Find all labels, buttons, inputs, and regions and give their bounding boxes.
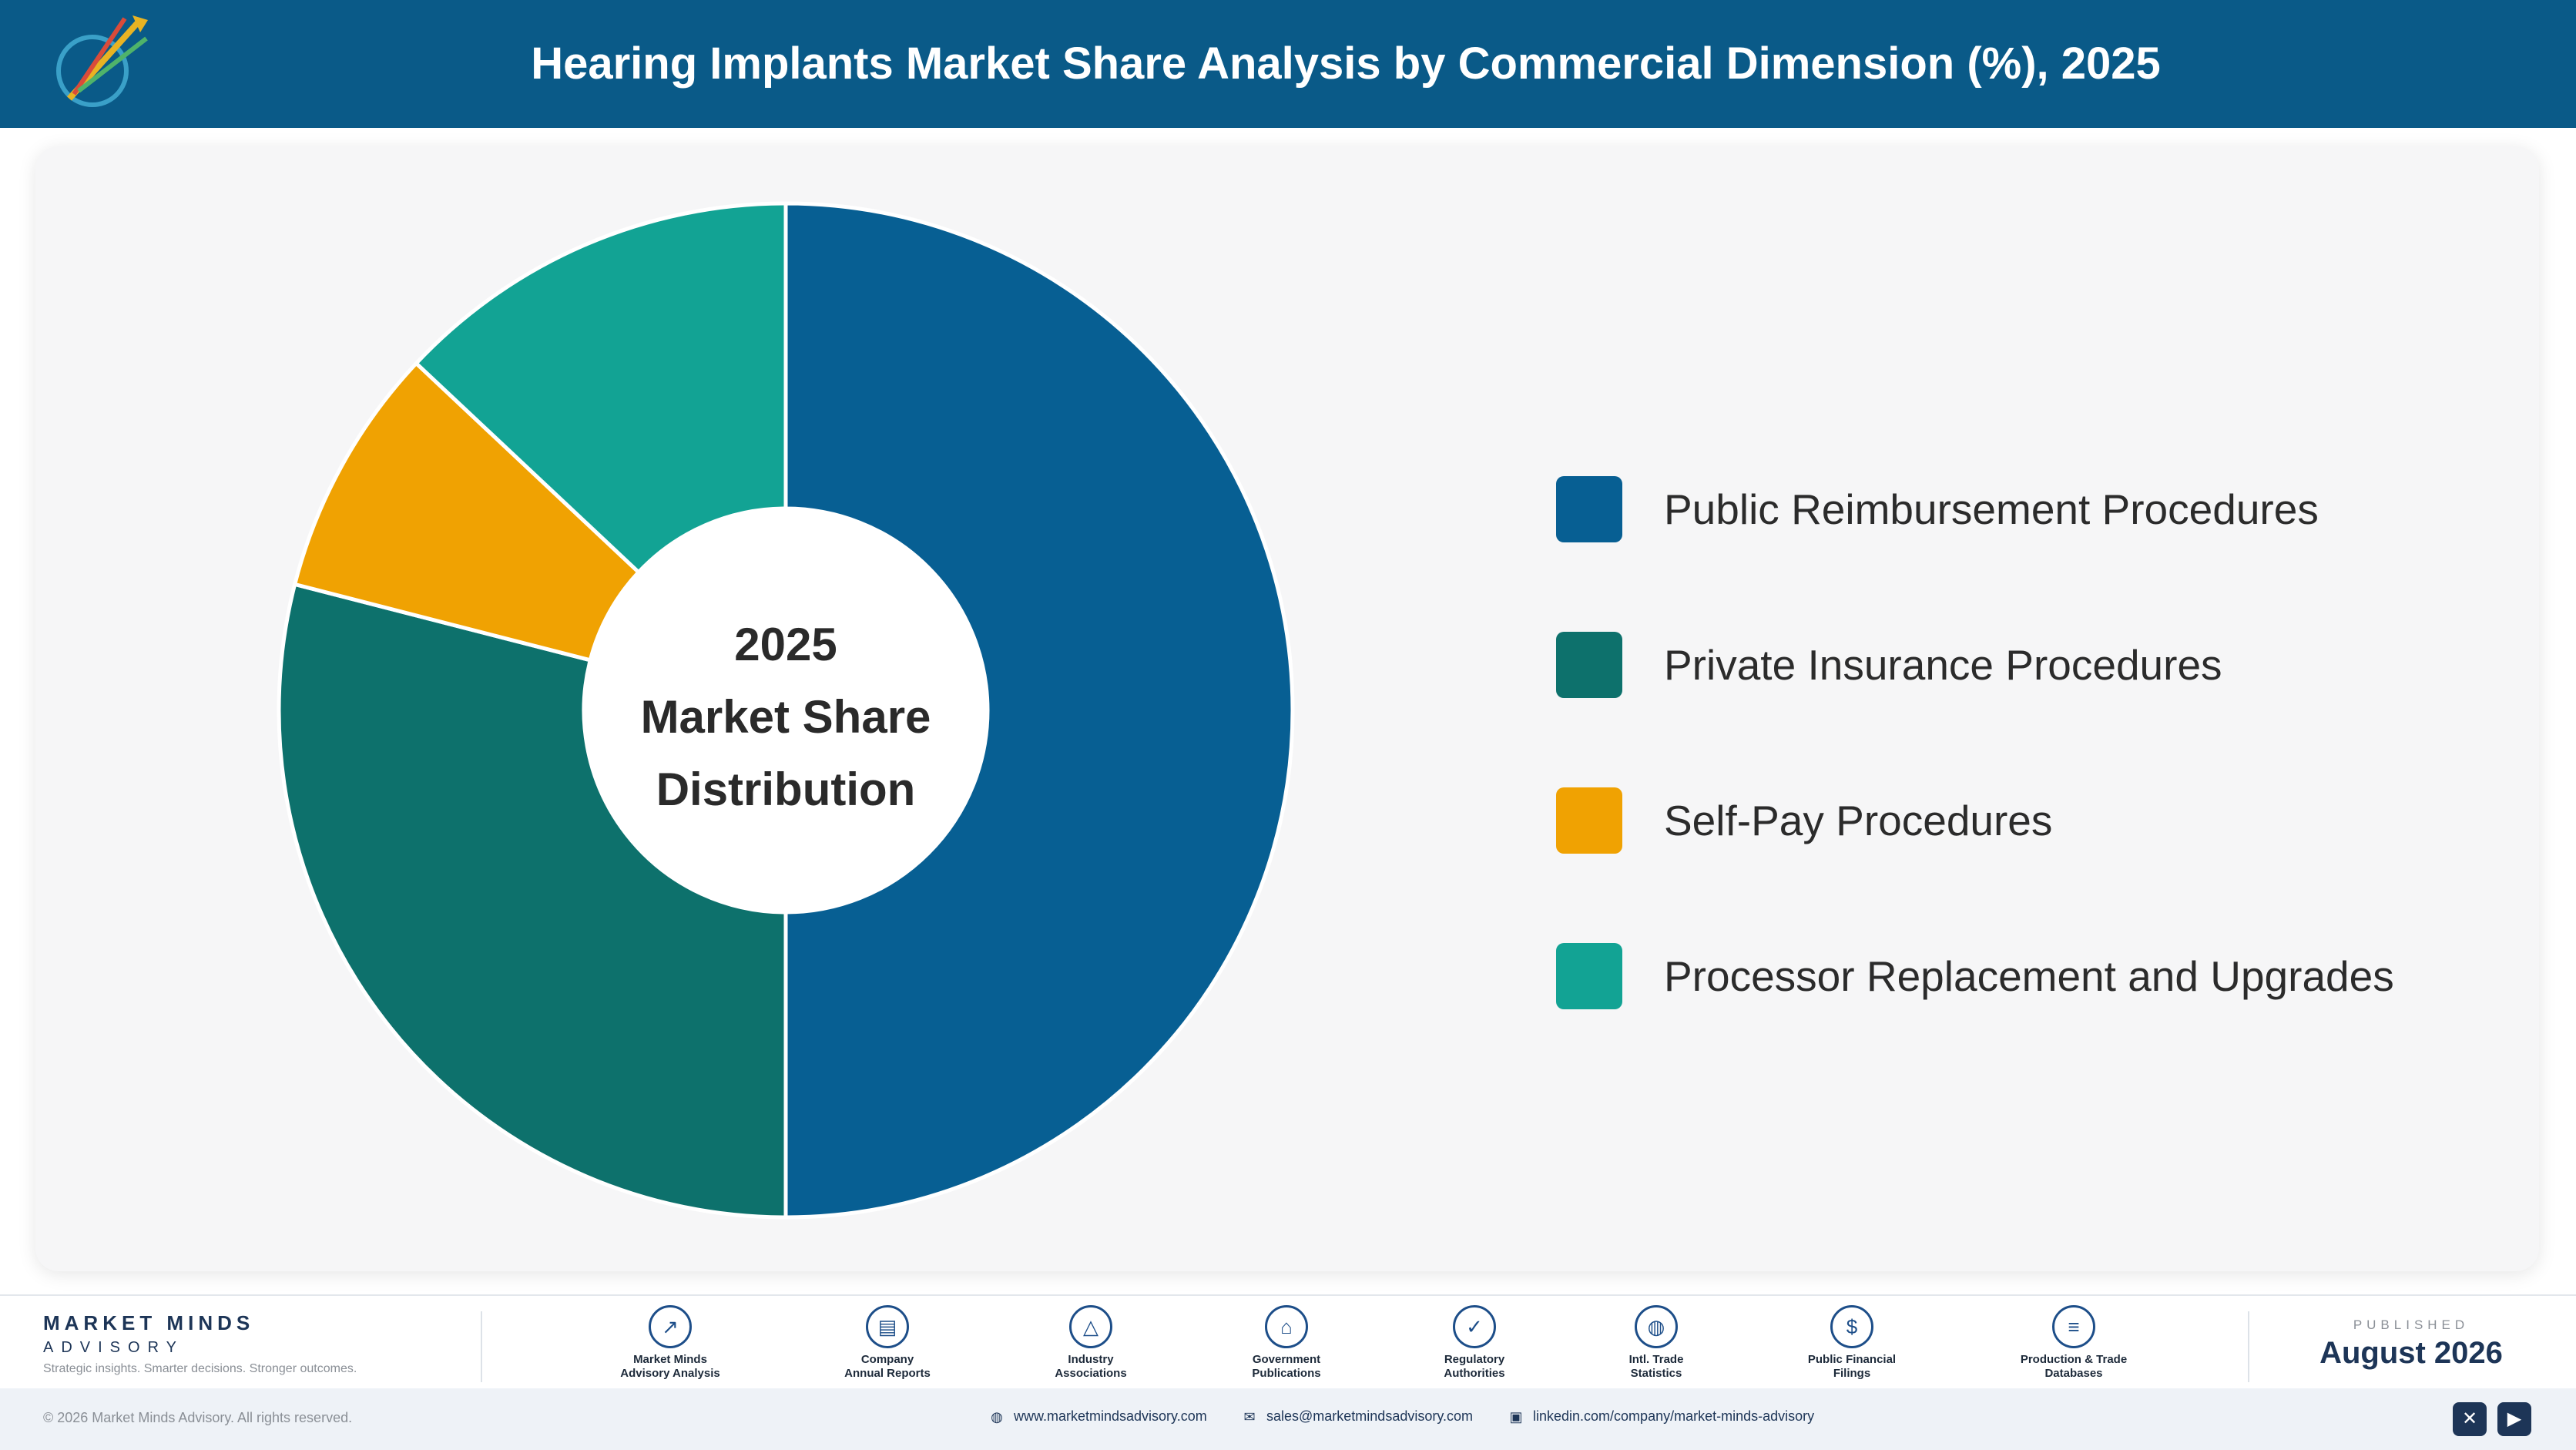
source-trade-databases: ≡ Production & Trade Databases bbox=[1997, 1305, 2151, 1381]
shield-icon: ✓ bbox=[1453, 1305, 1496, 1348]
source-label: Government Publications bbox=[1252, 1353, 1321, 1380]
source-government-publications: ⌂ Government Publications bbox=[1209, 1305, 1363, 1381]
youtube-icon[interactable]: ▶ bbox=[2497, 1402, 2531, 1436]
legend-label: Processor Replacement and Upgrades bbox=[1664, 952, 2394, 1000]
dollar-icon: $ bbox=[1830, 1305, 1873, 1348]
legend-label: Private Insurance Procedures bbox=[1664, 641, 2222, 689]
x-social-icon[interactable]: ✕ bbox=[2453, 1402, 2487, 1436]
globe-icon: ◍ bbox=[991, 1408, 1003, 1425]
document-icon: ▤ bbox=[866, 1305, 909, 1348]
legend-label: Self-Pay Procedures bbox=[1664, 797, 2053, 844]
brand-subtitle: ADVISORY bbox=[43, 1339, 184, 1356]
legend-label: Public Reimbursement Procedures bbox=[1664, 485, 2319, 533]
published-label: PUBLISHED bbox=[2353, 1317, 2470, 1332]
source-label: Market Minds Advisory Analysis bbox=[620, 1353, 720, 1380]
donut-chart bbox=[279, 203, 1293, 1217]
website-text: www.marketmindsadvisory.com bbox=[1014, 1408, 1207, 1424]
copyright-text: © 2026 Market Minds Advisory. All rights… bbox=[43, 1410, 353, 1425]
brand-tagline: Strategic insights. Smarter decisions. S… bbox=[43, 1362, 357, 1375]
legend-swatch bbox=[1556, 943, 1622, 1009]
footer-divider bbox=[2248, 1311, 2249, 1382]
building-icon: ⌂ bbox=[1265, 1305, 1308, 1348]
bottom-bar: © 2026 Market Minds Advisory. All rights… bbox=[0, 1388, 2576, 1450]
legend-item-public-reimbursement: Public Reimbursement Procedures bbox=[1556, 431, 2394, 587]
center-label-line2: Market Share bbox=[640, 691, 931, 743]
source-regulatory-authorities: ✓ Regulatory Authorities bbox=[1397, 1305, 1551, 1381]
source-trade-statistics: ◍ Intl. Trade Statistics bbox=[1579, 1305, 1733, 1381]
database-icon: ≡ bbox=[2052, 1305, 2095, 1348]
mail-icon: ✉ bbox=[1243, 1408, 1256, 1425]
source-advisory-analysis: ↗ Market Minds Advisory Analysis bbox=[593, 1305, 747, 1381]
email-link[interactable]: ✉ sales@marketmindsadvisory.com bbox=[1242, 1408, 1473, 1425]
linkedin-link[interactable]: ▣ linkedin.com/company/market-minds-advi… bbox=[1508, 1408, 1814, 1425]
published-date: August 2026 bbox=[2319, 1336, 2503, 1370]
center-label-year: 2025 bbox=[734, 619, 837, 670]
source-label: Production & Trade Databases bbox=[2020, 1353, 2128, 1380]
legend-item-processor-replacement: Processor Replacement and Upgrades bbox=[1556, 898, 2394, 1054]
center-label-line3: Distribution bbox=[656, 764, 916, 815]
legend-swatch bbox=[1556, 476, 1622, 542]
source-label: Company Annual Reports bbox=[844, 1353, 931, 1380]
header-bar: Hearing Implants Market Share Analysis b… bbox=[0, 0, 2576, 128]
footer: MARKET MINDS ADVISORY Strategic insights… bbox=[0, 1294, 2576, 1388]
source-label: Intl. Trade Statistics bbox=[1628, 1353, 1684, 1380]
source-label: Public Financial Filings bbox=[1807, 1353, 1897, 1380]
email-text: sales@marketmindsadvisory.com bbox=[1266, 1408, 1474, 1424]
globe-icon: ◍ bbox=[1635, 1305, 1678, 1348]
website-link[interactable]: ◍ www.marketmindsadvisory.com bbox=[989, 1408, 1207, 1425]
footer-divider bbox=[481, 1311, 482, 1382]
brand-name: MARKET MINDS bbox=[43, 1311, 255, 1334]
source-label: Regulatory Authorities bbox=[1444, 1353, 1505, 1380]
trend-icon: ↗ bbox=[649, 1305, 692, 1348]
source-annual-reports: ▤ Company Annual Reports bbox=[810, 1305, 964, 1381]
linkedin-text: linkedin.com/company/market-minds-adviso… bbox=[1533, 1408, 1815, 1424]
chart-legend: Public Reimbursement Procedures Private … bbox=[1556, 431, 2394, 1054]
legend-item-self-pay: Self-Pay Procedures bbox=[1556, 743, 2394, 898]
source-industry-associations: △ Industry Associations bbox=[1014, 1305, 1168, 1381]
linkedin-icon: ▣ bbox=[1509, 1408, 1523, 1425]
legend-swatch bbox=[1556, 787, 1622, 854]
page-title: Hearing Implants Market Share Analysis b… bbox=[531, 39, 2161, 89]
legend-swatch bbox=[1556, 632, 1622, 698]
source-financial-filings: $ Public Financial Filings bbox=[1775, 1305, 1929, 1381]
donut-center-label: 2025 Market Share Distribution bbox=[585, 609, 986, 826]
network-icon: △ bbox=[1069, 1305, 1112, 1348]
logo-icon bbox=[56, 15, 148, 107]
donut-hole bbox=[584, 509, 988, 912]
source-label: Industry Associations bbox=[1055, 1353, 1127, 1380]
legend-item-private-insurance: Private Insurance Procedures bbox=[1556, 587, 2394, 743]
